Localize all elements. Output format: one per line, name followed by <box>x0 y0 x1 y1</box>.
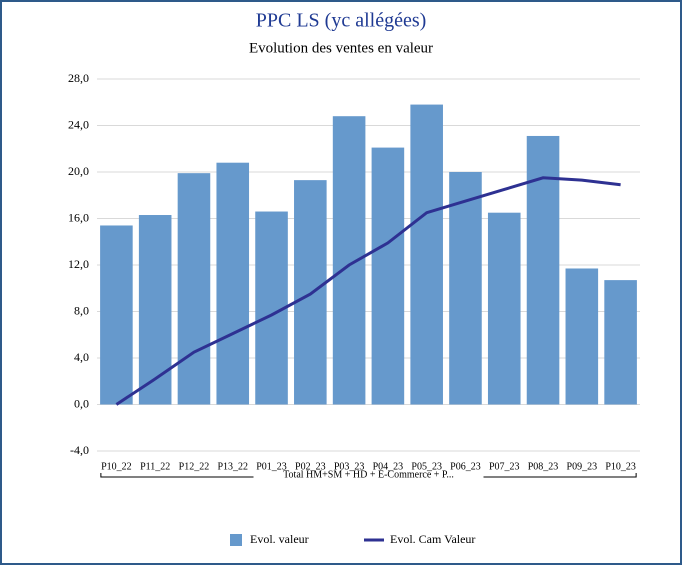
y-tick-label: 0,0 <box>74 396 89 410</box>
bar <box>604 280 637 405</box>
y-tick-label: 24,0 <box>68 117 89 131</box>
bar <box>216 162 250 405</box>
legend-label: Evol. valeur <box>250 532 309 546</box>
y-tick-label: -4,0 <box>70 443 89 457</box>
legend-label: Evol. Cam Valeur <box>390 532 475 546</box>
bar <box>526 135 560 405</box>
legend-swatch <box>230 534 242 546</box>
line <box>115 176 621 406</box>
x-tick-label: P13_22 <box>217 461 248 472</box>
x-tick-label: P04_23 <box>373 461 404 472</box>
x-tick-label: P06_23 <box>450 461 481 472</box>
chart-title: PPC LS (yc allégées) <box>256 10 427 32</box>
x-tick-label: P12_22 <box>179 461 210 472</box>
y-tick-label: 8,0 <box>74 303 89 317</box>
group-label: Total HM+SM + HD + E-Commerce + P... <box>283 469 454 480</box>
chart-subtitle: Evolution des ventes en valeur <box>249 40 433 56</box>
bar <box>410 104 443 405</box>
x-tick-label: P10_22 <box>101 461 132 472</box>
bar <box>487 212 521 405</box>
x-tick-label: P09_23 <box>567 461 598 472</box>
x-tick-label: P07_23 <box>489 461 520 472</box>
bar <box>332 116 366 405</box>
x-tick-label: P03_23 <box>334 461 365 472</box>
x-tick-label: P02_23 <box>295 461 326 472</box>
x-tick-label: P05_23 <box>411 461 442 472</box>
x-tick-label: P08_23 <box>528 461 559 472</box>
bar <box>138 215 172 405</box>
group-bracket <box>100 473 637 478</box>
bar <box>100 225 133 405</box>
x-tick-label: P01_23 <box>256 461 287 472</box>
bar <box>565 268 599 405</box>
bar <box>371 147 405 405</box>
y-tick-label: 12,0 <box>68 257 89 271</box>
x-tick-label: P11_22 <box>140 461 170 472</box>
y-tick-label: 28,0 <box>68 71 89 85</box>
bar <box>177 173 211 405</box>
bar <box>449 172 482 405</box>
y-tick-label: 4,0 <box>74 350 89 364</box>
x-tick-label: P10_23 <box>605 461 636 472</box>
y-tick-label: 16,0 <box>68 210 89 224</box>
y-tick-label: 20,0 <box>68 164 89 178</box>
